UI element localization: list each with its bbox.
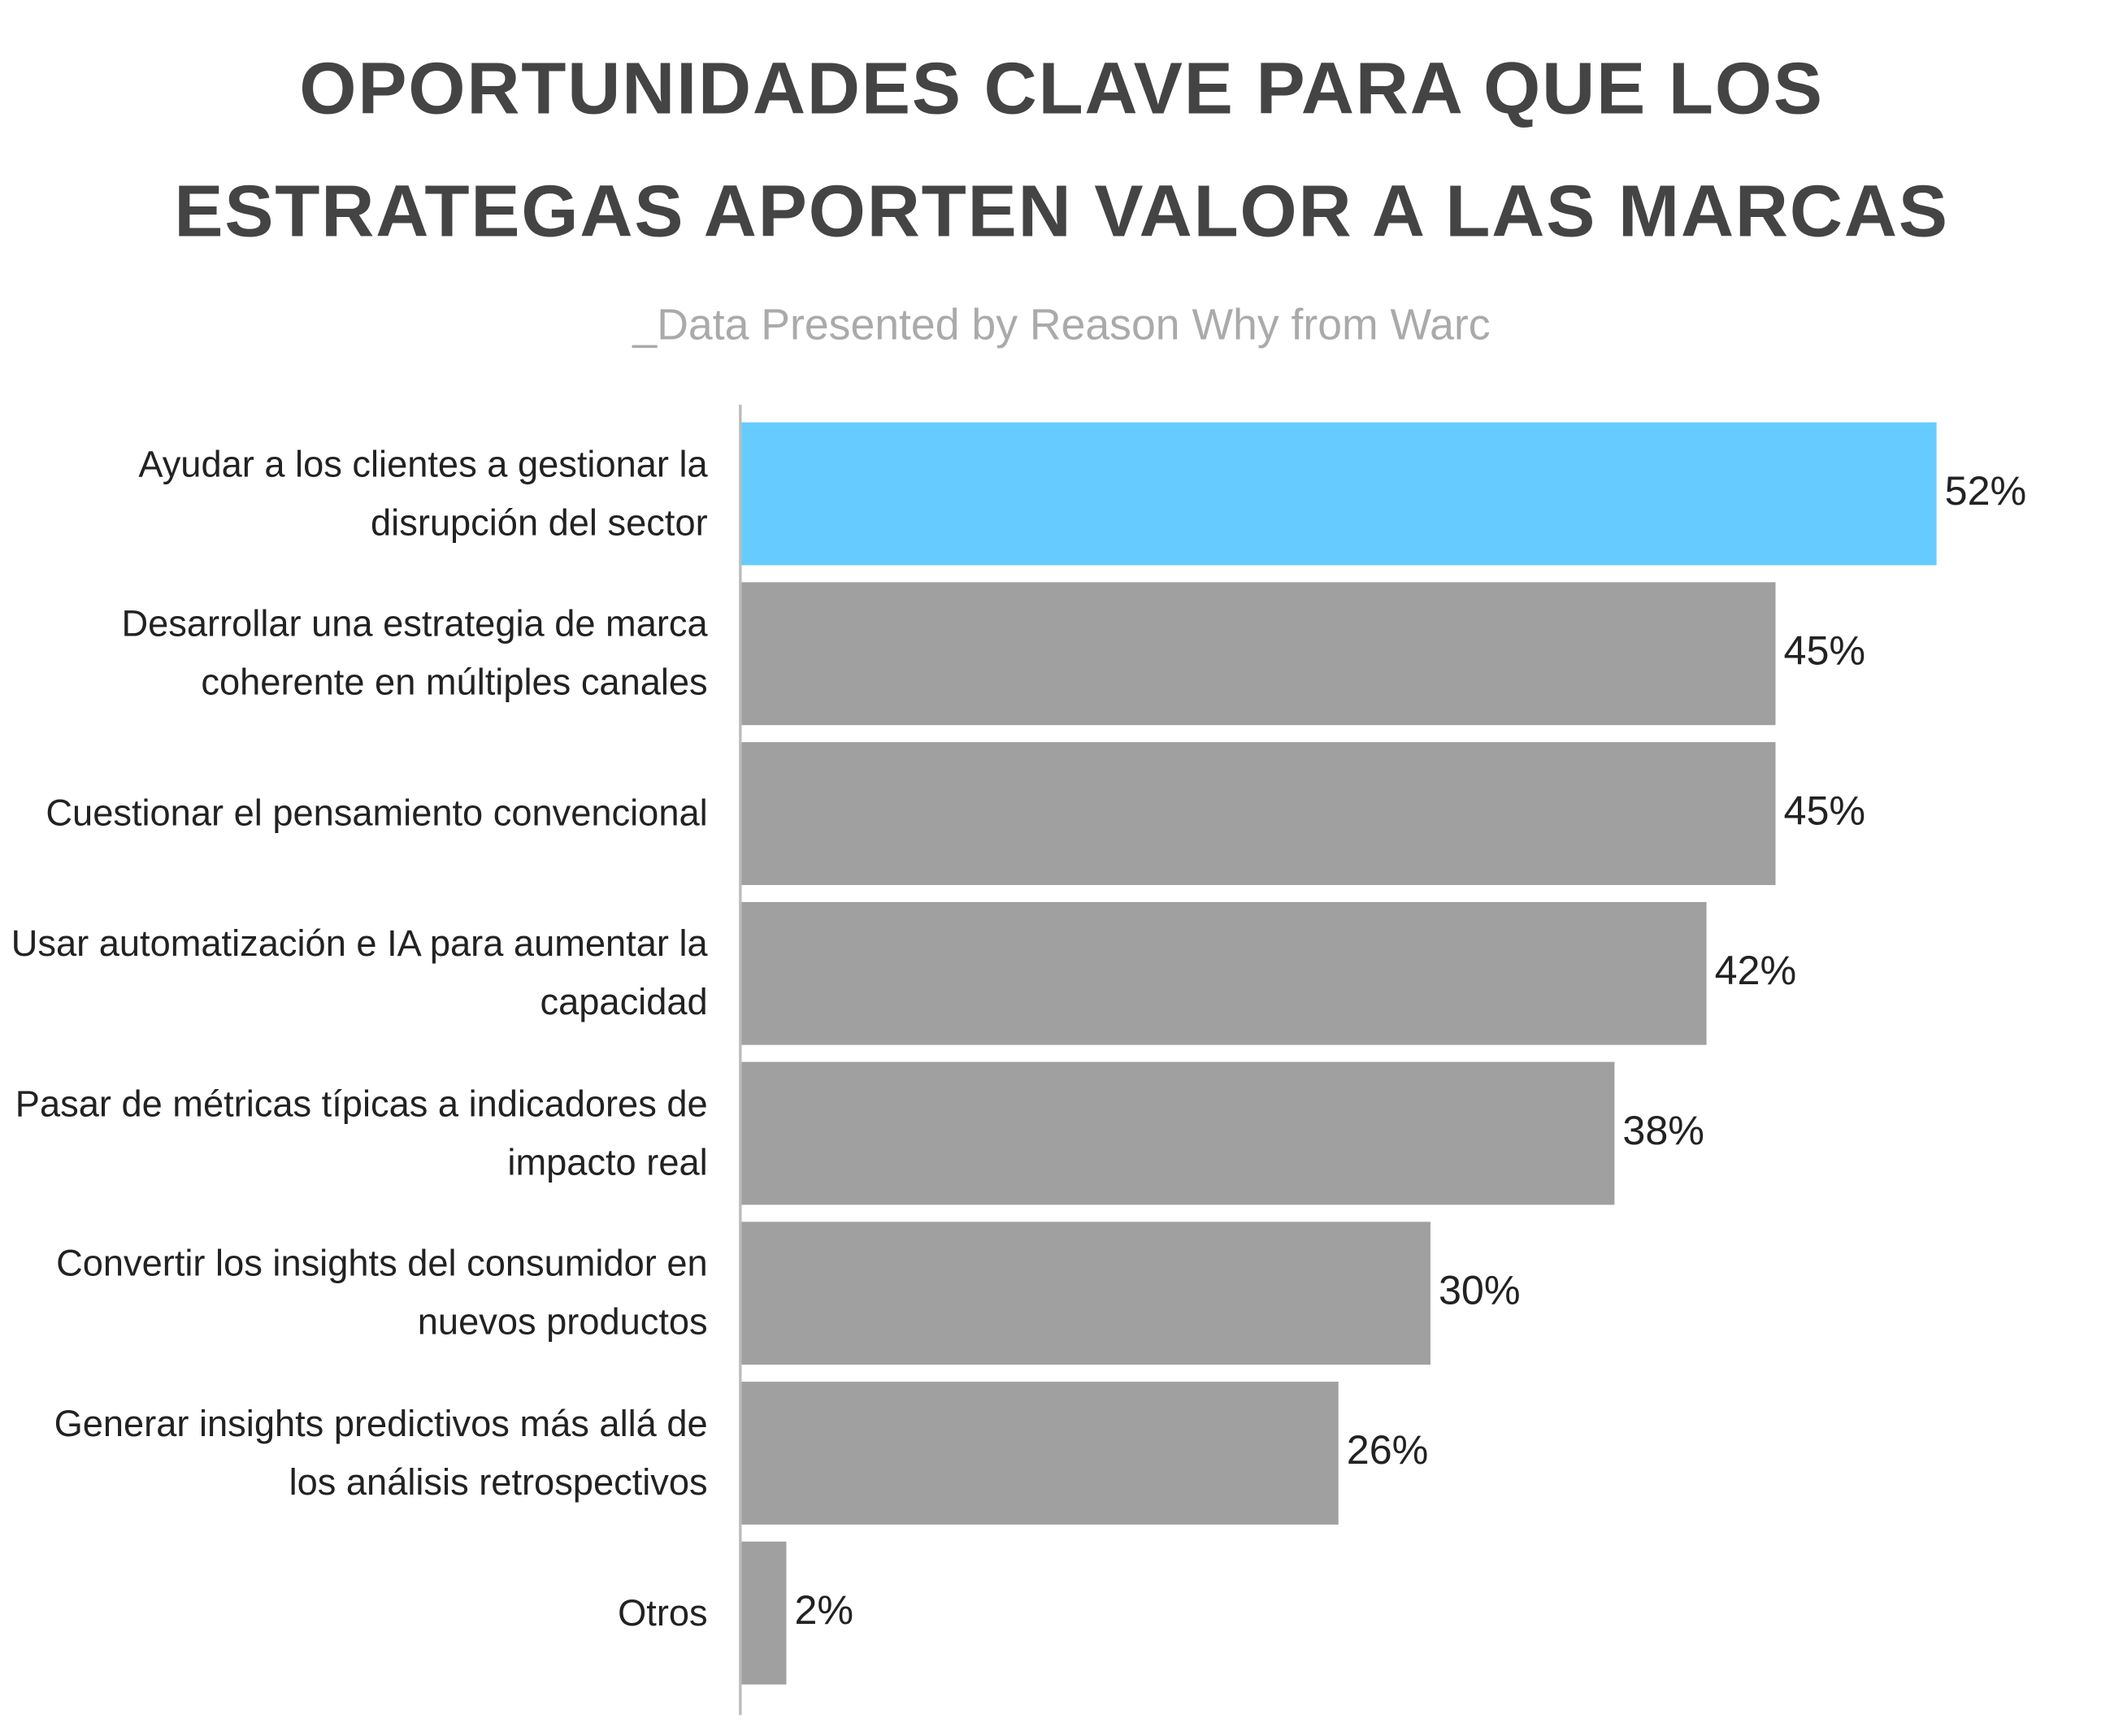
category-box: Usar automatización e IA para aumentar l… (11, 922, 708, 1023)
value-label: 38% (1622, 1108, 1704, 1153)
bar (741, 1061, 1615, 1205)
category-label: Usar automatización e IA para aumentar l… (11, 922, 708, 1023)
value-label: 45% (1784, 628, 1866, 674)
category-label: Otros (618, 1591, 708, 1633)
value-label: 30% (1439, 1268, 1521, 1313)
value-label: 26% (1347, 1427, 1429, 1473)
category-label: Pasar de métricas típicas a indicadores … (15, 1083, 708, 1183)
bar (741, 422, 1937, 566)
chart-title: OPORTUNIDADES CLAVE PARA QUE LOS ESTRATE… (174, 48, 1949, 253)
value-label: 45% (1784, 788, 1866, 833)
bar (741, 1222, 1431, 1365)
category-label: Ayudar a los clientes a gestionar la dis… (138, 443, 708, 543)
bar (741, 901, 1707, 1045)
value-label: 42% (1715, 948, 1797, 993)
bar (741, 742, 1776, 885)
title-box: OPORTUNIDADES CLAVE PARA QUE LOS ESTRATE… (174, 48, 1949, 253)
category-box: Desarrollar una estrategia de marca cohe… (121, 603, 708, 703)
value-label: 52% (1945, 468, 2027, 514)
chart-subtitle: _Data Presented by Reason Why from Warc (632, 299, 1491, 349)
category-box: Generar insights predictivos más allá de… (54, 1403, 708, 1503)
category-box: Ayudar a los clientes a gestionar la dis… (138, 443, 708, 543)
category-box: Cuestionar el pensamiento convencional (46, 792, 708, 834)
bar (741, 1541, 787, 1685)
subtitle-box: _Data Presented by Reason Why from Warc (632, 299, 1491, 349)
category-label: Generar insights predictivos más allá de… (54, 1403, 708, 1503)
category-label: Cuestionar el pensamiento convencional (46, 792, 708, 834)
category-box: Pasar de métricas típicas a indicadores … (15, 1083, 708, 1183)
category-label: Desarrollar una estrategia de marca cohe… (121, 603, 708, 703)
bar (741, 582, 1776, 726)
category-box: Convertir los insights del consumidor en… (56, 1243, 708, 1343)
category-label: Convertir los insights del consumidor en… (56, 1243, 708, 1343)
bar (741, 1382, 1339, 1525)
category-box: Otros (618, 1591, 708, 1633)
value-label: 2% (795, 1587, 854, 1633)
